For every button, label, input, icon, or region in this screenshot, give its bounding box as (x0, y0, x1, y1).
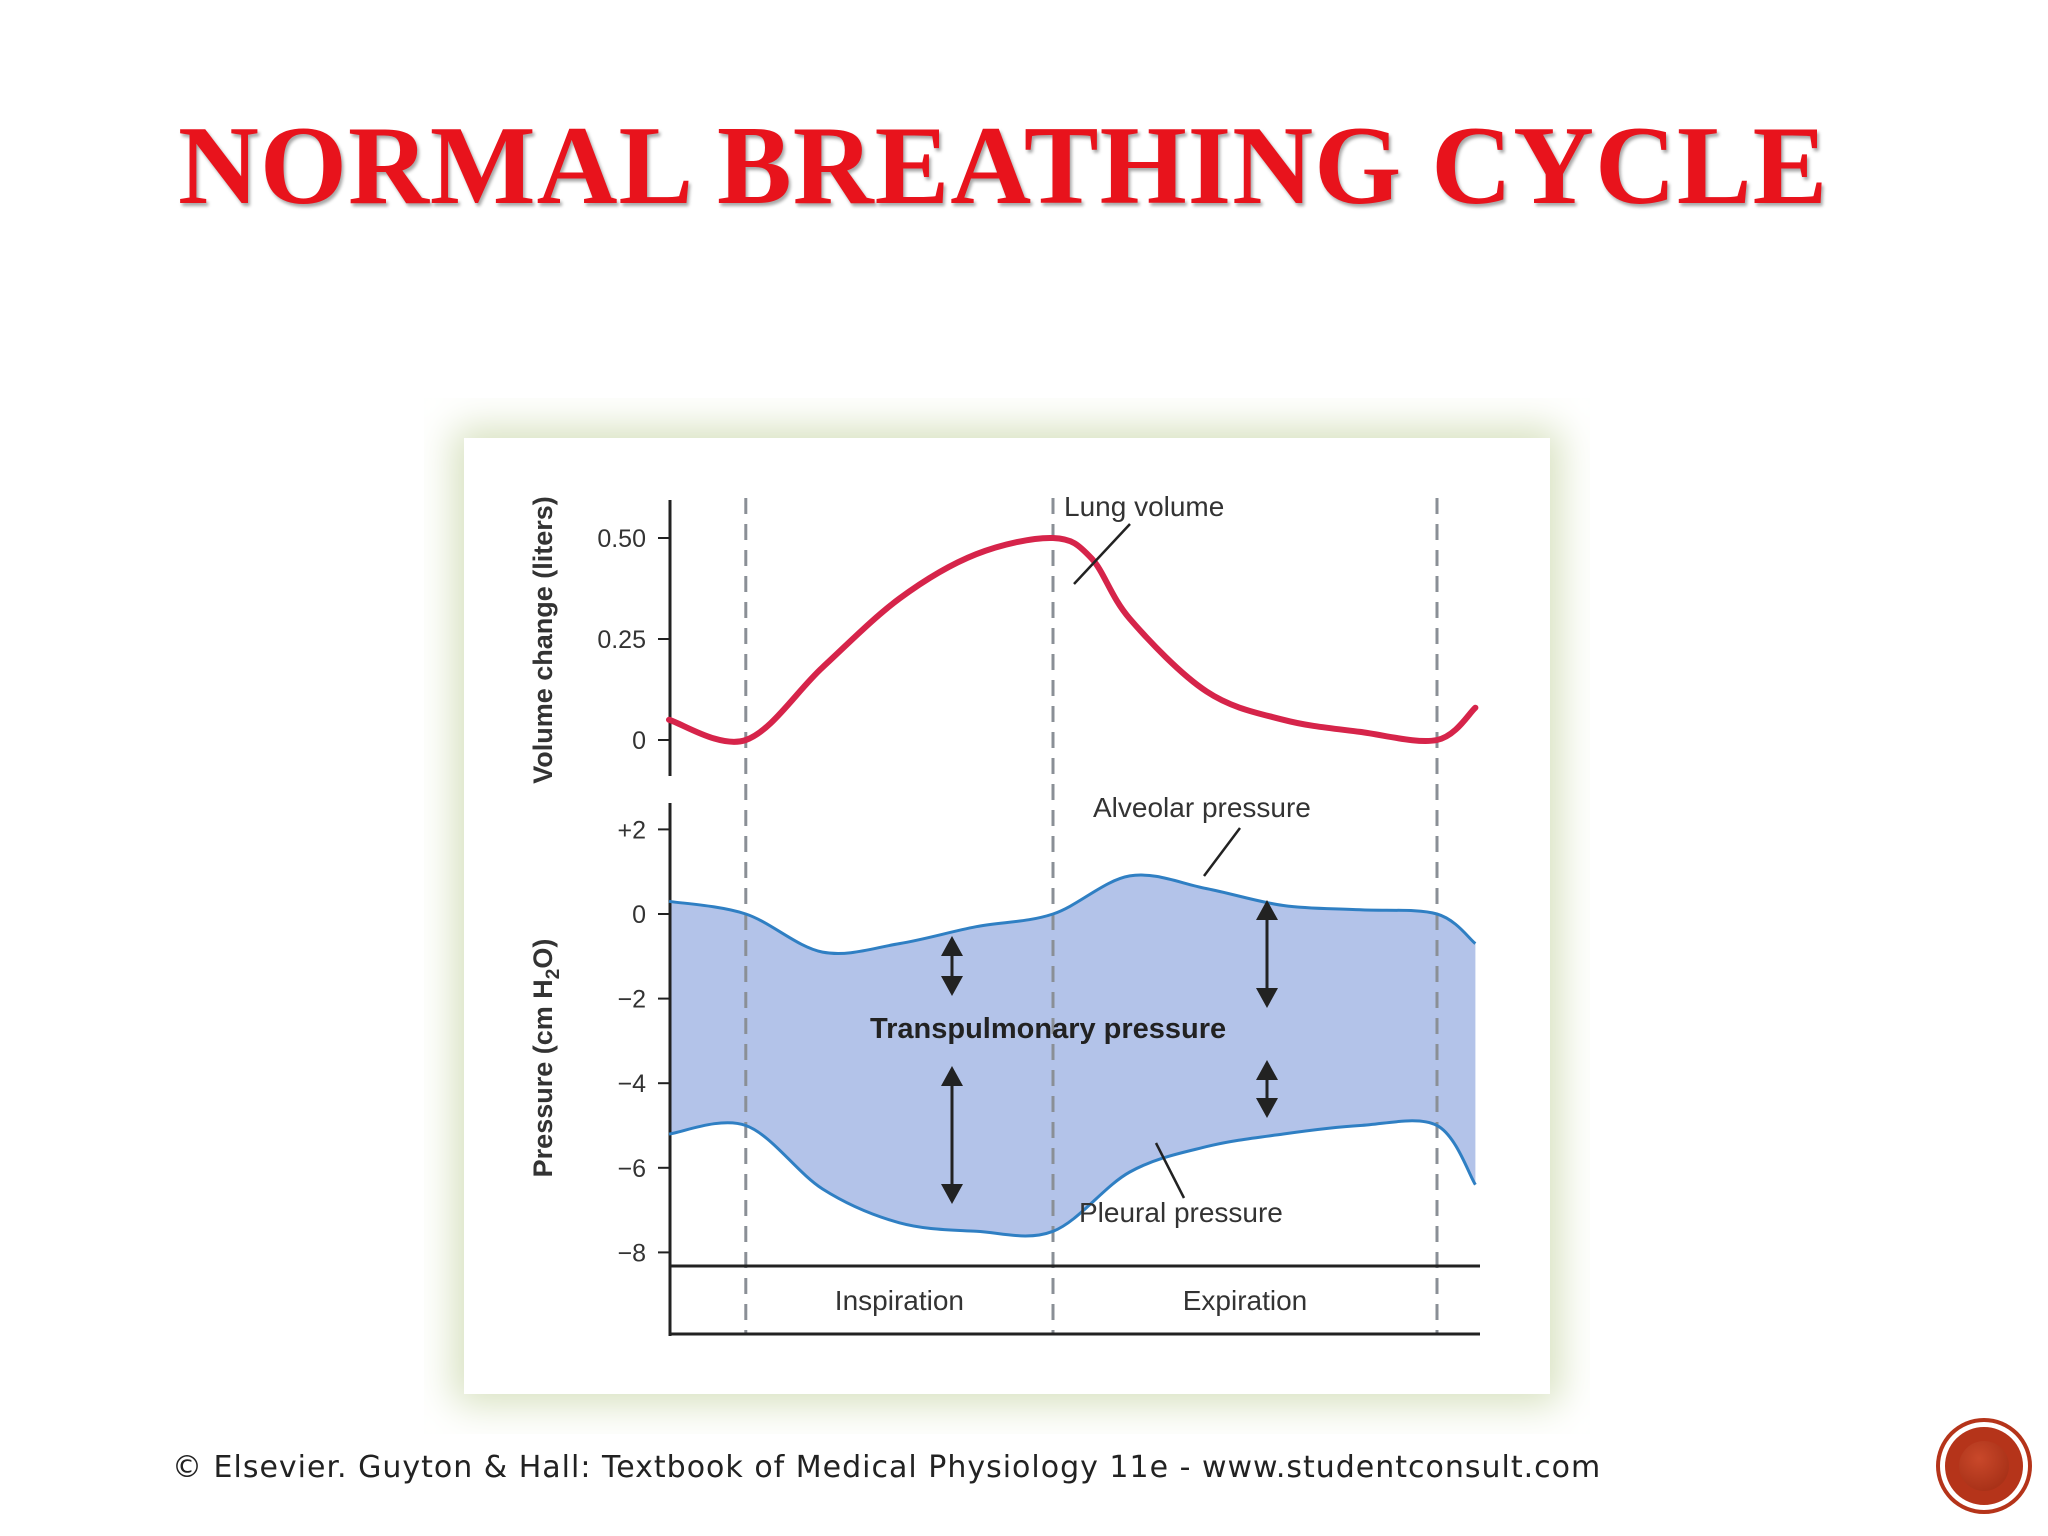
volume-tick-label: 0 (632, 727, 646, 755)
slide-title: NORMAL BREATHING CYCLE (178, 104, 1829, 228)
pressure-tick-label: 0 (632, 901, 646, 929)
figure-frame: 0.50 0.25 0 +2 0 −2 −4 −6 −8 Volume change (liter… (424, 398, 1590, 1434)
transpulmonary-arrow-left-lower-head-up (941, 1066, 963, 1086)
transpulmonary-pressure-label: Transpulmonary pressure (870, 1013, 1226, 1045)
pressure-axis-title: Pressure (cm H2O) (528, 939, 564, 1178)
breathing-cycle-chart: 0.50 0.25 0 +2 0 −2 −4 −6 −8 Volume change (liter… (464, 438, 1550, 1394)
volume-axis-title: Volume change (liters) (528, 496, 558, 784)
pleural-pressure-leader (1154, 1142, 1186, 1199)
source-caption: © Elsevier. Guyton & Hall: Textbook of M… (172, 1450, 1602, 1485)
lung-volume-label: Lung volume (1064, 491, 1224, 522)
circle-badge-icon[interactable] (1940, 1422, 2028, 1510)
pressure-tick-label: −6 (617, 1155, 646, 1183)
transpulmonary-arrow-right-upper-head-down (1256, 988, 1278, 1008)
transpulmonary-arrow-left-lower-head-down (941, 1184, 963, 1204)
volume-tick-label: 0.25 (597, 626, 646, 654)
transpulmonary-arrow-right-lower-head-down (1256, 1098, 1278, 1118)
volume-tick-label: 0.50 (597, 525, 646, 553)
lung-volume-line (666, 534, 1479, 745)
pressure-tick-label: −8 (617, 1239, 646, 1267)
pleural-pressure-label: Pleural pressure (1079, 1197, 1283, 1228)
alveolar-pressure-label: Alveolar pressure (1093, 792, 1311, 823)
transpulmonary-arrow-left-upper-head-down (941, 976, 963, 996)
transpulmonary-pressure-area (669, 875, 1476, 1236)
inspiration-label: Inspiration (835, 1285, 964, 1316)
transpulmonary-arrow-right-upper-head-up (1256, 900, 1278, 920)
lung-volume-leader (1073, 523, 1131, 585)
pressure-tick-label: −4 (617, 1070, 646, 1098)
transpulmonary-arrow-right-lower-head-up (1256, 1060, 1278, 1080)
pressure-tick-label: −2 (617, 986, 646, 1014)
alveolar-pressure-leader (1203, 827, 1241, 877)
pleural-pressure-line (668, 1119, 1477, 1238)
alveolar-pressure-line (668, 873, 1477, 955)
expiration-label: Expiration (1183, 1285, 1308, 1316)
transpulmonary-arrow-left-upper-head-up (941, 936, 963, 956)
pressure-tick-label: +2 (617, 816, 646, 844)
